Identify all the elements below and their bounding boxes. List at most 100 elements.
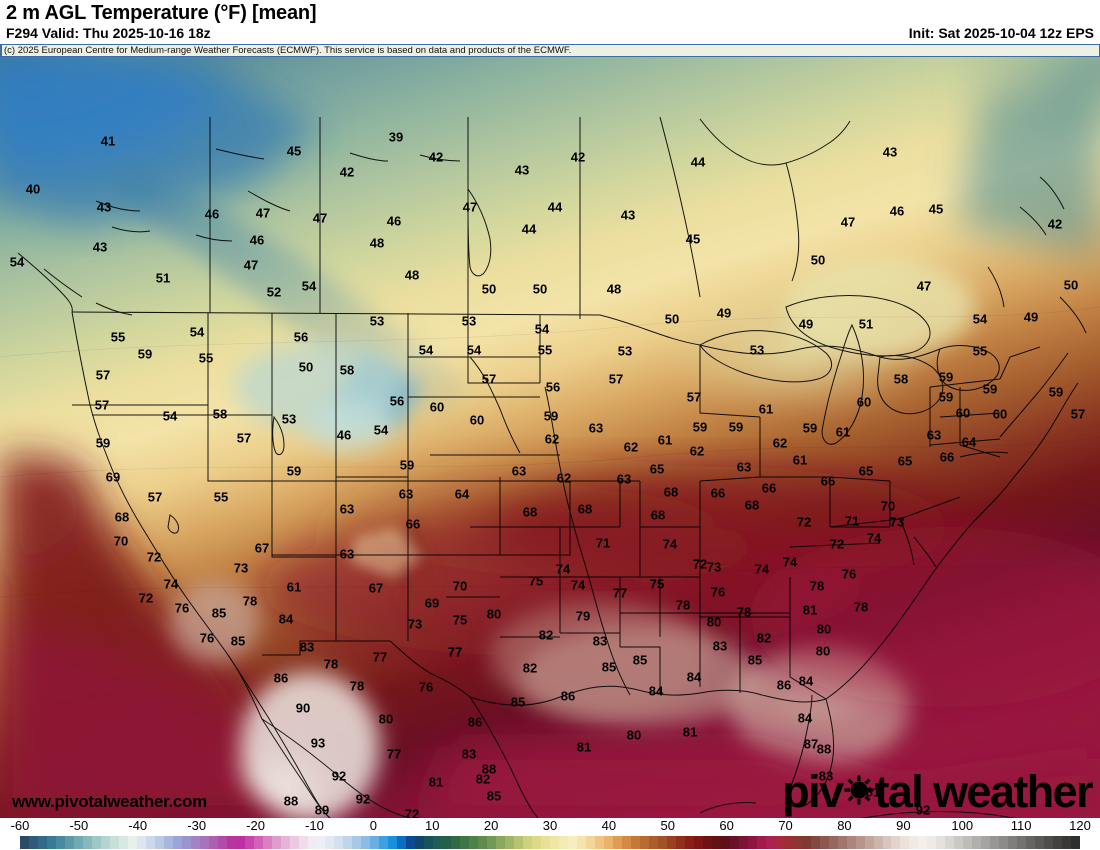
temperature-value-label: 52 (266, 284, 282, 300)
temperature-value-label: 45 (928, 201, 944, 217)
temperature-value-label: 62 (623, 439, 639, 455)
temperature-map[interactable]: 41 45 42 39 42 43 42 44 43 40 43 46 47 47 46 47 44 44 43 47… (0, 57, 1100, 818)
colorbar-swatch (496, 836, 506, 849)
temperature-value-label: 54 (162, 408, 178, 424)
temperature-value-label: 77 (612, 585, 628, 601)
temperature-value-label: 85 (632, 652, 648, 668)
temperature-value-label: 46 (336, 427, 352, 443)
colorbar-tick: -40 (128, 818, 148, 833)
temperature-value-label: 56 (545, 379, 561, 395)
temperature-value-label: 80 (815, 643, 831, 659)
temperature-value-label: 59 (137, 346, 153, 362)
logo-text-part2: tal weather (874, 766, 1094, 817)
colorbar-swatch (747, 836, 757, 849)
temperature-value-label: 47 (840, 214, 856, 230)
temperature-value-label: 48 (369, 235, 385, 251)
colorbar-swatch (1026, 836, 1036, 849)
colorbar-swatch (639, 836, 649, 849)
colorbar-swatch (675, 836, 685, 849)
temperature-value-label: 80 (816, 621, 832, 637)
temperature-value-label: 54 (189, 324, 205, 340)
colorbar-swatch (783, 836, 793, 849)
colorbar-panel: -60 -50 -40 -30 -20 -10 0 10 20 30 40 50 60 70 80 90 100… (0, 818, 1100, 850)
temperature-value-label: 70 (113, 533, 129, 549)
colorbar-tick: -60 (10, 818, 30, 833)
temperature-value-label: 64 (961, 434, 977, 450)
temperature-value-label: 49 (1023, 309, 1039, 325)
colorbar-swatch (595, 836, 604, 849)
temperature-value-label: 39 (388, 129, 404, 145)
temperature-value-label: 74 (782, 554, 798, 570)
temperature-value-label: 44 (690, 154, 706, 170)
temperature-value-label: 63 (339, 501, 355, 517)
colorbar-tick: 120 (1069, 818, 1091, 833)
colorbar-swatch (810, 836, 820, 849)
temperature-value-label: 43 (882, 144, 898, 160)
colorbar-swatch (379, 836, 389, 849)
colorbar-swatch (954, 836, 964, 849)
colorbar-swatch (388, 836, 398, 849)
temperature-value-label: 50 (1063, 277, 1079, 293)
colorbar-swatch (28, 836, 38, 849)
temperature-value-label: 53 (461, 313, 477, 329)
temperature-value-label: 71 (595, 535, 611, 551)
temperature-value-label: 47 (916, 278, 932, 294)
colorbar-swatch (244, 836, 254, 849)
temperature-value-label: 50 (664, 311, 680, 327)
colorbar-swatch (127, 836, 137, 849)
temperature-value-label: 76 (710, 584, 726, 600)
colorbar-swatch (756, 836, 766, 849)
colorbar-swatch (612, 836, 622, 849)
temperature-value-label: 57 (1070, 406, 1086, 422)
temperature-value-label: 72 (404, 806, 420, 819)
temperature-value-label: 62 (544, 431, 560, 447)
temperature-value-label: 41 (100, 133, 116, 149)
colorbar-swatch (370, 836, 380, 849)
colorbar-swatch (460, 836, 470, 849)
colorbar-swatch (442, 836, 452, 849)
colorbar-tick: 20 (483, 818, 499, 833)
colorbar-tick-labels: -60 -50 -40 -30 -20 -10 0 10 20 30 40 50 60 70 80 90 100… (0, 818, 1100, 834)
temperature-value-label: 77 (386, 746, 402, 762)
colorbar-swatch (172, 836, 182, 849)
colorbar-swatch (729, 836, 739, 849)
colorbar-swatch (316, 836, 326, 849)
colorbar-swatch (1053, 836, 1063, 849)
temperature-value-label: 85 (601, 659, 617, 675)
temperature-value-label: 54 (418, 342, 434, 358)
temperature-value-label: 72 (829, 536, 845, 552)
header: 2 m AGL Temperature (°F) [mean] F294 Val… (0, 0, 1100, 44)
temperature-value-label: 74 (163, 576, 179, 592)
temperature-value-label: 78 (809, 578, 825, 594)
temperature-value-label: 55 (198, 350, 214, 366)
temperature-value-label: 63 (339, 546, 355, 562)
temperature-value-label: 63 (736, 459, 752, 475)
init-time-label: Init: Sat 2025-10-04 12z EPS (908, 25, 1094, 41)
colorbar-swatch (478, 836, 488, 849)
colorbar-swatch (1044, 836, 1054, 849)
colorbar-swatch (711, 836, 721, 849)
temperature-value-label: 80 (706, 614, 722, 630)
temperature-value-label: 56 (293, 329, 309, 345)
temperature-value-label: 63 (588, 420, 604, 436)
temperature-value-label: 65 (897, 453, 913, 469)
colorbar-tick: 50 (660, 818, 675, 833)
temperature-value-label: 51 (155, 270, 171, 286)
colorbar-swatch (307, 836, 317, 849)
temperature-value-label: 60 (992, 406, 1008, 422)
temperature-value-label: 57 (147, 489, 163, 505)
temperature-value-label: 83 (299, 639, 315, 655)
colorbar-swatch (909, 836, 919, 849)
temperature-value-label: 88 (283, 793, 299, 809)
temperature-value-label: 74 (570, 577, 586, 593)
colorbar-swatch (433, 836, 443, 849)
temperature-value-label: 48 (606, 281, 622, 297)
colorbar-tick: -20 (246, 818, 265, 833)
temperature-value-label: 69 (424, 595, 440, 611)
temperature-value-label: 60 (856, 394, 872, 410)
temperature-value-label: 73 (889, 514, 905, 530)
colorbar-swatch (541, 836, 551, 849)
temperature-value-label: 75 (452, 612, 468, 628)
colorbar-scale[interactable] (20, 836, 1081, 849)
colorbar-swatch (828, 836, 838, 849)
